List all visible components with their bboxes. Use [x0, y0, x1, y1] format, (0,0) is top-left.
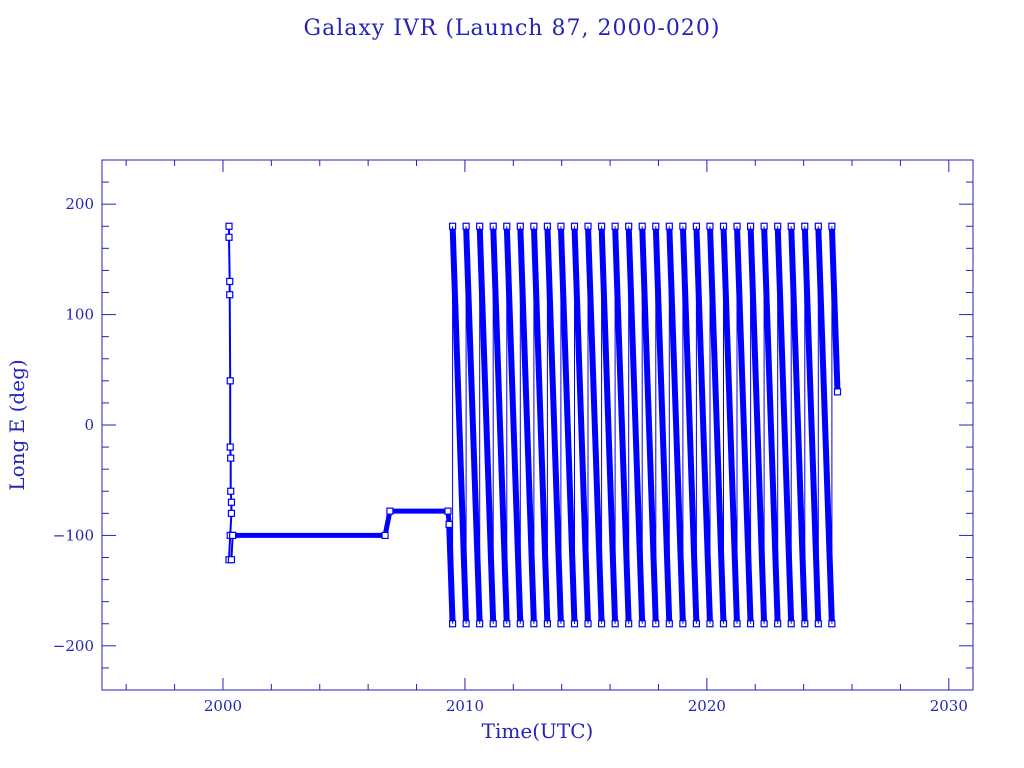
data-point: [381, 531, 389, 540]
data-point: [226, 443, 234, 451]
series-drift-cycle: [503, 226, 524, 624]
tick-labels: 2000 2010 2020 2030 −200 −100 0 100 200: [53, 195, 968, 715]
x-tick-label: 2030: [930, 697, 968, 715]
series-drift-cycle: [517, 226, 537, 624]
series-longitude: [225, 222, 842, 628]
plot-frame: [101, 159, 974, 691]
y-tick-label: 0: [84, 416, 94, 434]
series-drift-cycle: [707, 226, 727, 624]
y-tick-label: 100: [65, 306, 94, 324]
data-point: [833, 388, 842, 396]
series-drift-cycle: [625, 226, 646, 624]
series-drift-cycle: [828, 226, 841, 393]
series-drift-cycle: [490, 226, 510, 624]
series-drift-cycle: [747, 226, 768, 624]
data-point: [227, 498, 236, 506]
data-point: [225, 233, 233, 241]
y-axis-label: Long E (deg): [5, 359, 29, 490]
data-point: [445, 520, 453, 528]
y-tick-label: −100: [53, 526, 94, 544]
series-drift-cycle: [530, 226, 551, 624]
y-tick-label: −200: [53, 637, 94, 655]
series-drift-cycle: [761, 226, 781, 624]
chart-title: Galaxy IVR (Launch 87, 2000-020): [303, 16, 721, 41]
series-drift-cycle: [774, 226, 795, 624]
series-drift-cycle: [598, 226, 619, 624]
series-drift-cycle: [476, 226, 497, 624]
series-drift-cycle: [734, 226, 754, 624]
series-drift-cycle: [801, 226, 822, 624]
x-tick-label: 2020: [688, 697, 726, 715]
series-launch-transfer: [228, 226, 234, 561]
x-tick-label: 2010: [446, 697, 484, 715]
data-point: [226, 291, 234, 299]
series-drift-cycle: [679, 226, 700, 624]
series-drift-cycle: [720, 226, 740, 624]
series-drift-cycle: [544, 226, 564, 624]
series-drift-cycle: [585, 226, 605, 624]
series-drift-cycle: [557, 226, 578, 624]
series-drift-cycle: [571, 226, 591, 624]
y-tick-label: 200: [65, 195, 94, 213]
data-point: [227, 509, 236, 517]
data-point: [386, 507, 394, 515]
data-point: [226, 277, 234, 286]
series-drift-cycle: [815, 226, 835, 624]
series-drift-cycle: [693, 226, 713, 624]
series-drift-cycle: [449, 226, 470, 624]
data-point: [227, 487, 235, 495]
series-drift-cycle: [652, 226, 673, 624]
data-point: [225, 222, 233, 230]
series-drift-cycle: [446, 524, 456, 624]
axis-ticks: [102, 159, 973, 691]
data-point: [229, 531, 237, 540]
data-point: [227, 454, 235, 462]
x-tick-label: 2000: [204, 697, 242, 715]
x-axis-label: Time(UTC): [482, 719, 594, 743]
series-drift-cycle: [639, 226, 659, 624]
series-drift-cycle: [612, 226, 632, 624]
series-drift-cycle: [788, 226, 808, 624]
series-station-kept: [232, 508, 452, 538]
data-point: [227, 556, 236, 564]
series-drift-cycle: [463, 226, 483, 624]
series-drift-cycle: [666, 226, 686, 624]
data-point: [444, 507, 452, 515]
data-point: [226, 377, 234, 385]
